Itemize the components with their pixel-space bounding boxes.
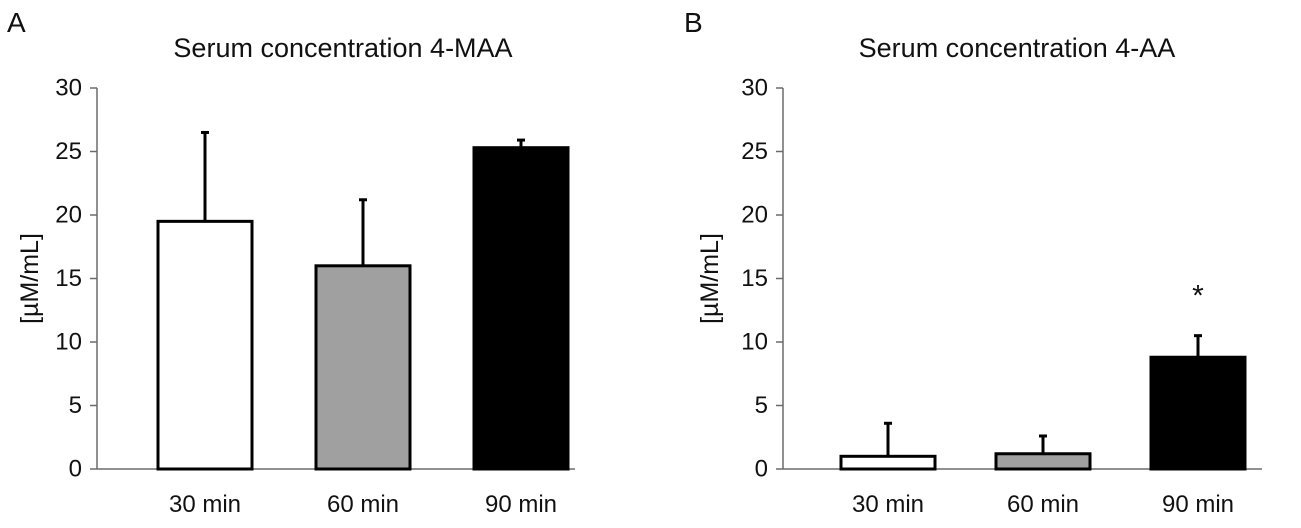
bar-60-min	[994, 452, 1092, 471]
x-tick-label: 60 min	[327, 491, 399, 518]
x-tick-label: 30 min	[169, 491, 241, 518]
y-tick-label: 25	[55, 138, 82, 165]
y-tick-label: 30	[741, 75, 768, 102]
chart-panel-a: A Serum concentration 4-MAA [µM/mL] 0 5 10 15 2…	[7, 7, 575, 518]
x-tick-label: 30 min	[852, 491, 924, 518]
y-tick-label: 0	[69, 456, 82, 483]
significance-marker: *	[1192, 280, 1204, 313]
bar-90-min	[472, 146, 570, 471]
y-tick-label: 10	[55, 329, 82, 356]
y-tick-label: 20	[55, 202, 82, 229]
chart-title: Serum concentration 4-MAA	[173, 33, 512, 63]
bar-90-min	[1149, 355, 1247, 471]
y-tick-label: 30	[55, 75, 82, 102]
chart-title: Serum concentration 4-AA	[859, 33, 1176, 63]
bar-60-min	[314, 264, 412, 471]
y-tick-label: 15	[55, 265, 82, 292]
y-tick-label: 0	[755, 456, 768, 483]
y-tick-label: 5	[755, 392, 768, 419]
x-tick-label: 60 min	[1007, 491, 1079, 518]
y-tick-label: 15	[741, 265, 768, 292]
x-tick-label: 90 min	[485, 491, 557, 518]
y-tick-label: 10	[741, 329, 768, 356]
chart-panel-b: B Serum concentration 4-AA [µM/mL] 0 5 10 15 20…	[684, 7, 1262, 518]
bar-30-min	[839, 454, 937, 471]
y-tick-label: 5	[69, 392, 82, 419]
y-tick-label: 25	[741, 138, 768, 165]
y-axis-label: [µM/mL]	[16, 233, 44, 324]
y-axis-label: [µM/mL]	[696, 233, 724, 324]
bar-30-min	[156, 219, 254, 471]
panel-label: A	[7, 7, 26, 38]
panel-label: B	[684, 7, 703, 38]
x-tick-label: 90 min	[1162, 491, 1234, 518]
y-tick-label: 20	[741, 202, 768, 229]
